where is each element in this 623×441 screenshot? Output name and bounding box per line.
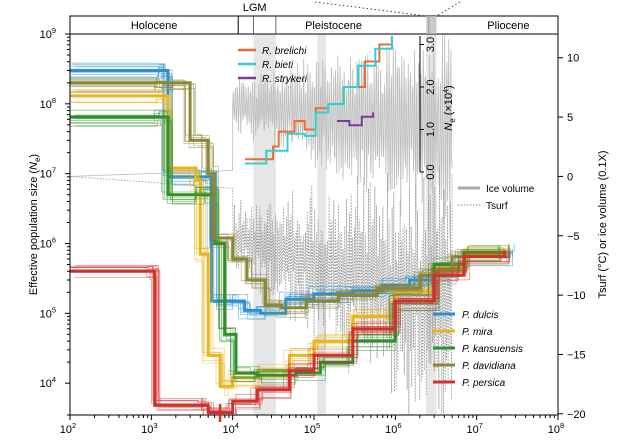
inset-label-part: e [448,118,457,123]
legend-ice-volume-label: Ice volume [486,184,535,195]
y-tick-label: 107 [40,166,56,181]
x-tick-label: 102 [60,421,76,436]
x-tick-label: 103 [141,421,157,436]
y-tick-label: 109 [40,26,56,41]
x-tick-label: 107 [466,421,482,436]
inset-tick-label: 2.0 [425,79,437,94]
replicate-line [70,75,502,304]
main-line [70,81,506,310]
epoch-bar: Holocene Pleistocene Pliocene [69,15,559,35]
series-p-davidiana [70,75,511,318]
inset-series-r-bieti [245,36,393,165]
zoom-connector-right [436,1,461,17]
zoom-connector-left [314,1,427,17]
replicate-line [72,79,510,314]
inset-label-part: (×10 [443,93,455,118]
y-axis-label-right: Tsurf (°C) or ice volume (0.1X) [597,150,609,298]
right-tick-label: −15 [567,349,586,361]
right-tick-label: 5 [567,112,573,124]
ice-volume-line [70,34,453,238]
x-tick-label: 105 [304,421,320,436]
shaded-period-2 [426,34,437,415]
inset-legend-label: R. brelichi [262,46,307,57]
y-tick-exp: 4 [52,375,56,384]
legend-label: P. kansuensis [462,344,523,355]
y-label-part: ) [28,154,40,158]
y-tick-label: 105 [40,305,56,320]
y-tick-exp: 6 [52,235,56,244]
inset-label-part: 4 [443,89,450,93]
right-tick-label: 0 [567,171,573,183]
legend-label: P. davidiana [462,361,516,372]
inset-tick-label: 1.0 [425,122,437,137]
y-tick-label: 104 [40,375,56,390]
shaded-period-1 [317,34,326,415]
epoch-label-pleistocene: Pleistocene [305,20,362,32]
inset-label-part: ) [443,85,455,89]
legend-label: P. persica [462,378,506,389]
x-tick-exp: 3 [153,421,157,430]
right-tick-label: −10 [567,290,586,302]
replicate-line [74,98,504,383]
y-label-part: e [33,157,42,162]
legend-label: P. mira [462,327,493,338]
main-line [70,251,506,414]
epoch-label-pliocene: Pliocene [487,20,529,32]
x-tick-exp: 5 [316,421,320,430]
x-tick-exp: 2 [72,421,76,430]
lgm-label: LGM [243,2,267,14]
x-tick-exp: 6 [397,421,401,430]
inset-legend-label: R. strykeri [262,74,308,85]
inset-tick-label: 0.0 [425,164,437,179]
y-tick-exp: 5 [52,305,56,314]
tsurf-line [70,168,453,414]
y-axis-label-left: Effective population size (Ne) [28,154,42,295]
replicate-line [71,256,501,411]
y-tick-label: 108 [40,96,56,111]
y-tick-exp: 7 [52,166,56,175]
legend-label: P. dulcis [462,310,499,321]
replicate-line [70,84,509,309]
x-tick-label: 106 [385,421,401,436]
inset-series-r-strykeri [336,112,375,127]
y-tick-exp: 8 [52,96,56,105]
inset-label-part: N [443,123,455,131]
x-tick-label: 108 [548,421,564,436]
series-p-persica [70,246,511,415]
x-tick-label: 104 [222,421,238,436]
inset-tick-label: 3.0 [425,37,437,52]
y-tick-label: 106 [40,235,56,250]
x-tick-exp: 8 [560,421,564,430]
replicate-line [71,81,505,313]
right-tick-label: 10 [567,53,579,65]
legend-tsurf-label: Tsurf [486,201,508,212]
inset-legend-label: R. bieti [262,60,294,71]
y-label-part: N [28,162,40,170]
inset-y-label: Ne (×104) [443,85,457,130]
right-tick-label: −5 [567,231,580,243]
y-tick-exp: 9 [52,26,56,35]
epoch-shaded-block [426,16,437,34]
epoch-label-holocene: Holocene [131,20,177,32]
x-tick-exp: 4 [235,421,239,430]
y-label-part: Effective population size ( [28,170,40,295]
x-tick-exp: 7 [479,421,483,430]
right-tick-label: −20 [567,409,586,421]
